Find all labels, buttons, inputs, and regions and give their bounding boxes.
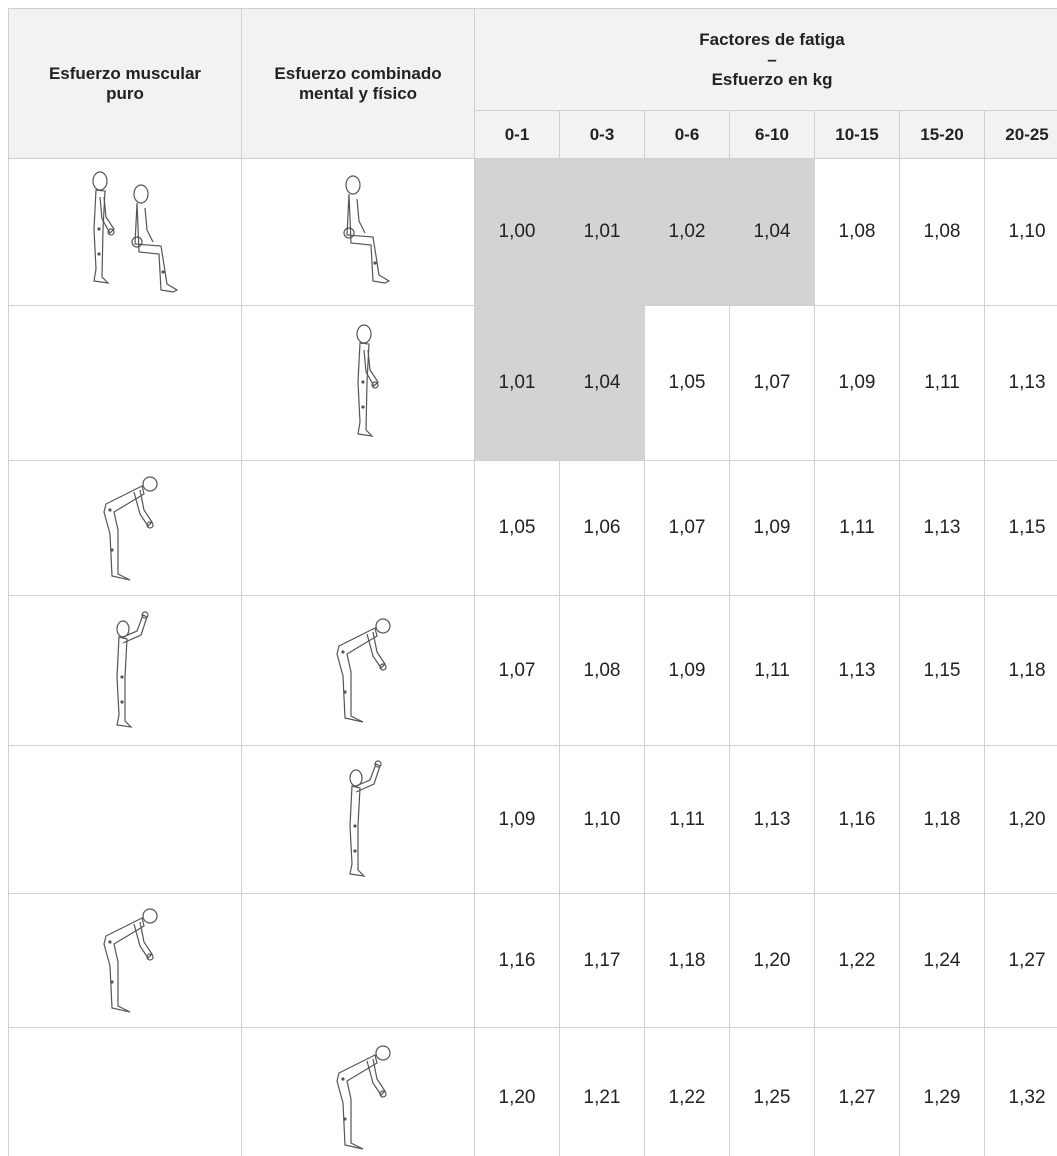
value-cell: 1,32 xyxy=(985,1028,1057,1156)
range-header: 6-10 xyxy=(730,111,815,159)
value-cell: 1,11 xyxy=(815,461,900,596)
value-cell: 1,22 xyxy=(645,1028,730,1156)
header-cell: Esfuerzo combinado mental y físico xyxy=(242,9,475,159)
value-cell: 1,16 xyxy=(475,894,560,1028)
value-cell: 1,01 xyxy=(560,159,645,306)
header-text: Factores de fatiga xyxy=(475,30,1057,50)
range-header: 15-20 xyxy=(900,111,985,159)
value-cell: 1,18 xyxy=(985,596,1057,746)
value-cell: 1,04 xyxy=(730,159,815,306)
figure-cell xyxy=(242,894,475,1028)
value-cell: 1,24 xyxy=(900,894,985,1028)
value-cell: 1,13 xyxy=(815,596,900,746)
table-container: Esfuerzo muscular puro Esfuerzo combinad… xyxy=(8,8,1057,1156)
value-cell: 1,10 xyxy=(985,159,1057,306)
value-cell: 1,07 xyxy=(475,596,560,746)
value-cell: 1,05 xyxy=(645,306,730,461)
figure-cell xyxy=(9,746,242,894)
figure-cell xyxy=(9,894,242,1028)
figure xyxy=(321,610,396,725)
fatigue-table: Esfuerzo muscular puro Esfuerzo combinad… xyxy=(8,8,1057,1156)
figure-cell xyxy=(9,306,242,461)
header-text: Esfuerzo combinado mental y físico xyxy=(274,64,441,103)
value-cell: 1,27 xyxy=(985,894,1057,1028)
value-cell: 1,05 xyxy=(475,461,560,596)
header-text: Esfuerzo en kg xyxy=(475,70,1057,90)
value-cell: 1,21 xyxy=(560,1028,645,1156)
figure xyxy=(95,605,155,730)
value-cell: 1,13 xyxy=(900,461,985,596)
figure xyxy=(328,318,388,443)
header-cell: Factores de fatiga–Esfuerzo en kg xyxy=(475,9,1057,111)
value-cell: 1,07 xyxy=(730,306,815,461)
value-cell: 1,04 xyxy=(560,306,645,461)
value-cell: 1,09 xyxy=(645,596,730,746)
value-cell: 1,20 xyxy=(985,746,1057,894)
value-cell: 1,15 xyxy=(900,596,985,746)
value-cell: 1,00 xyxy=(475,159,560,306)
value-cell: 1,01 xyxy=(475,306,560,461)
header-cell: Esfuerzo muscular puro xyxy=(9,9,242,159)
figure xyxy=(323,169,393,289)
value-cell: 1,13 xyxy=(985,306,1057,461)
figure-cell xyxy=(242,596,475,746)
header-text: – xyxy=(475,50,1057,70)
figure-cell xyxy=(9,1028,242,1156)
value-cell: 1,09 xyxy=(475,746,560,894)
range-header: 10-15 xyxy=(815,111,900,159)
range-header: 0-1 xyxy=(475,111,560,159)
value-cell: 1,13 xyxy=(730,746,815,894)
value-cell: 1,10 xyxy=(560,746,645,894)
figure-cell xyxy=(242,159,475,306)
value-cell: 1,22 xyxy=(815,894,900,1028)
value-cell: 1,06 xyxy=(560,461,645,596)
value-cell: 1,29 xyxy=(900,1028,985,1156)
value-cell: 1,08 xyxy=(815,159,900,306)
figure-cell xyxy=(242,1028,475,1156)
value-cell: 1,11 xyxy=(900,306,985,461)
figure xyxy=(88,468,163,583)
value-cell: 1,02 xyxy=(645,159,730,306)
figure-cell xyxy=(242,461,475,596)
value-cell: 1,15 xyxy=(985,461,1057,596)
value-cell: 1,09 xyxy=(815,306,900,461)
value-cell: 1,07 xyxy=(645,461,730,596)
value-cell: 1,08 xyxy=(900,159,985,306)
value-cell: 1,08 xyxy=(560,596,645,746)
value-cell: 1,18 xyxy=(645,894,730,1028)
figure-cell xyxy=(9,159,242,306)
figure-cell xyxy=(9,461,242,596)
value-cell: 1,09 xyxy=(730,461,815,596)
figure xyxy=(88,900,163,1015)
range-header: 20-25 xyxy=(985,111,1057,159)
value-cell: 1,20 xyxy=(475,1028,560,1156)
value-cell: 1,25 xyxy=(730,1028,815,1156)
figure-cell xyxy=(242,306,475,461)
figure xyxy=(60,164,190,294)
value-cell: 1,27 xyxy=(815,1028,900,1156)
value-cell: 1,17 xyxy=(560,894,645,1028)
figure-cell xyxy=(242,746,475,894)
range-header: 0-3 xyxy=(560,111,645,159)
value-cell: 1,11 xyxy=(645,746,730,894)
value-cell: 1,20 xyxy=(730,894,815,1028)
range-header: 0-6 xyxy=(645,111,730,159)
figure-cell xyxy=(9,596,242,746)
value-cell: 1,16 xyxy=(815,746,900,894)
value-cell: 1,18 xyxy=(900,746,985,894)
page: Esfuerzo muscular puro Esfuerzo combinad… xyxy=(0,0,1057,1156)
header-text: Esfuerzo muscular puro xyxy=(49,64,201,103)
value-cell: 1,11 xyxy=(730,596,815,746)
figure xyxy=(328,754,388,879)
figure xyxy=(321,1037,396,1152)
